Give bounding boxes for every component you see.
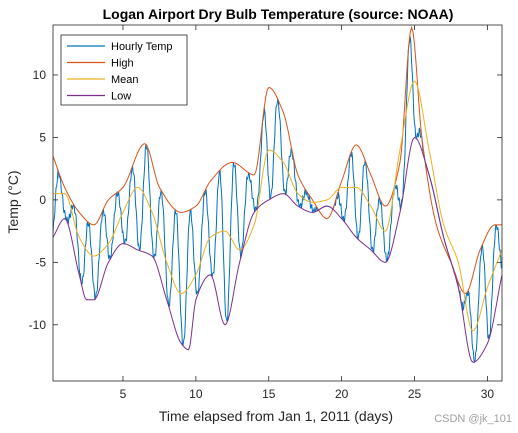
legend-box (60, 34, 188, 106)
axes-box (52, 24, 503, 382)
watermark-text: CSDN @jk_101 (434, 413, 512, 425)
legend-entry-label: Mean (111, 74, 139, 86)
y-axis-ticks: -10 -5 0 5 10 (29, 68, 502, 332)
plot-area (52, 24, 503, 382)
x-tick-label: 15 (262, 387, 276, 401)
legend: Hourly Temp High Mean Low (60, 34, 188, 106)
y-tick-label: 0 (39, 193, 46, 207)
legend-entry-label: Hourly Temp (111, 41, 173, 53)
y-tick-label: -10 (29, 318, 47, 332)
y-axis-label: Temp (°C) (5, 170, 21, 233)
x-axis-ticks: 5 10 15 20 25 30 (120, 25, 495, 401)
y-tick-label: -5 (35, 255, 46, 269)
y-tick-label: 5 (39, 130, 46, 144)
legend-entry-label: High (111, 58, 134, 70)
chart-title: Logan Airport Dry Bulb Temperature (sour… (103, 6, 454, 22)
x-tick-label: 5 (120, 387, 127, 401)
series-line-low (53, 136, 502, 363)
y-tick-label: 10 (33, 68, 47, 82)
legend-entry-label: Low (111, 91, 131, 103)
series-line-high (53, 25, 502, 295)
x-axis-label: Time elapsed from Jan 1, 2011 (days) (159, 408, 393, 424)
x-tick-label: 30 (481, 387, 495, 401)
x-tick-label: 20 (335, 387, 349, 401)
x-tick-label: 25 (408, 387, 422, 401)
x-tick-label: 10 (189, 387, 203, 401)
series-line-mean (53, 80, 502, 332)
